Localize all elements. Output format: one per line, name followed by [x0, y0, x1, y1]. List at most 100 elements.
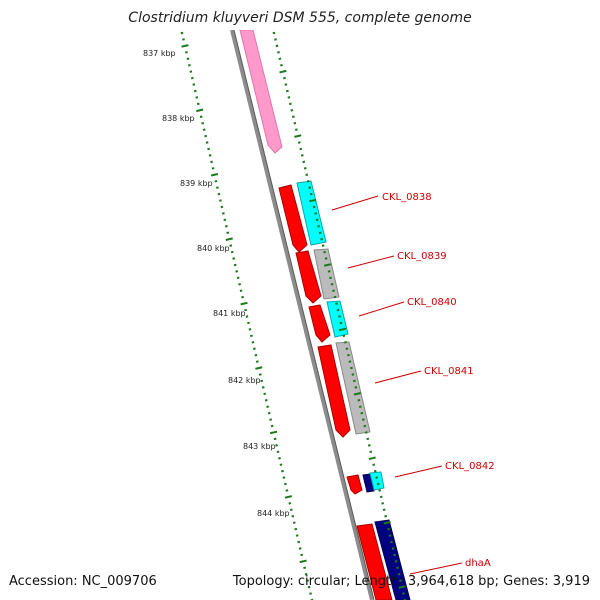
kbp-minor-tick [278, 57, 282, 61]
gene-dhaA-red[interactable] [356, 523, 393, 600]
kbp-minor-tick [290, 109, 294, 112]
kbp-minor-tick [255, 360, 259, 363]
kbp-tick-track-left [180, 31, 314, 600]
kbp-minor-tick [303, 566, 307, 570]
kbp-minor-tick [363, 424, 367, 428]
kbp-major-tick [398, 585, 406, 589]
kbp-minor-tick [291, 514, 295, 518]
kbp-minor-tick [344, 341, 347, 344]
kbp-minor-tick [244, 308, 247, 312]
kbp-minor-tick [309, 592, 312, 595]
gene-label-ckl-0841[interactable]: CKL_0841 [424, 366, 474, 377]
kbp-minor-tick [274, 38, 277, 41]
gene-ckl-0840-cyan[interactable] [326, 300, 349, 338]
kbp-major-tick [383, 520, 391, 525]
gene-ckl-0838-red[interactable] [278, 184, 308, 253]
gene-ckl-0838-cyan[interactable] [296, 180, 327, 246]
kbp-minor-tick [251, 341, 255, 344]
kbp-major-tick [269, 430, 278, 435]
kbp-minor-tick [297, 141, 301, 144]
kbp-minor-tick [275, 44, 279, 48]
kbp-minor-tick [376, 482, 380, 486]
kbp-major-tick [299, 559, 307, 564]
kbp-minor-tick [247, 321, 250, 325]
kbp-minor-tick [248, 328, 252, 331]
kbp-minor-tick [350, 366, 353, 370]
kbp-minor-tick [354, 386, 358, 389]
kbp-major-tick [338, 327, 347, 332]
kbp-minor-tick [394, 560, 398, 563]
kbp-minor-tick [263, 392, 267, 396]
kbp-minor-tick [351, 373, 355, 376]
label-line-ckl-0839 [347, 255, 395, 269]
kbp-minor-tick [321, 244, 325, 247]
kbp-minor-tick [278, 457, 281, 460]
kbp-tick-label: 838 kbp [162, 114, 195, 123]
gene-label-ckl-0842[interactable]: CKL_0842 [445, 461, 495, 472]
kbp-minor-tick [275, 444, 278, 447]
kbp-minor-tick [291, 115, 295, 119]
kbp-minor-tick [306, 179, 310, 183]
label-line-dhaA [409, 562, 463, 575]
gene-ckl-0841-red[interactable] [317, 344, 351, 438]
kbp-minor-tick [339, 321, 343, 325]
kbp-minor-tick [295, 534, 299, 537]
kbp-minor-tick [205, 141, 209, 144]
gene-ckl-0840-red[interactable] [308, 304, 331, 343]
kbp-minor-tick [402, 592, 405, 595]
kbp-minor-tick [285, 489, 289, 492]
kbp-minor-tick [264, 399, 268, 402]
kbp-minor-tick [276, 450, 280, 454]
kbp-minor-tick [338, 315, 341, 318]
gene-ckl-0842-red[interactable] [346, 474, 363, 495]
kbp-minor-tick [388, 534, 392, 537]
kbp-minor-tick [199, 115, 203, 119]
kbp-minor-tick [282, 476, 286, 479]
kbp-minor-tick [360, 411, 364, 415]
kbp-major-tick [210, 172, 219, 177]
kbp-minor-tick [202, 128, 206, 131]
kbp-minor-tick [327, 270, 331, 273]
kbp-minor-tick [233, 263, 237, 267]
gene-label-ckl-0838[interactable]: CKL_0838 [382, 192, 432, 203]
kbp-major-tick [368, 456, 376, 461]
gene-label-dhaA[interactable]: dhaA [465, 558, 491, 569]
kbp-minor-tick [391, 547, 395, 550]
kbp-minor-tick [347, 353, 350, 357]
kbp-minor-tick [281, 469, 284, 473]
kbp-minor-tick [297, 540, 301, 544]
label-line-ckl-0842 [394, 465, 443, 478]
kbp-major-tick [196, 108, 204, 113]
kbp-minor-tick [284, 482, 287, 486]
kbp-minor-tick [185, 51, 188, 54]
kbp-minor-tick [314, 212, 318, 215]
gene-ckl-0839-gray[interactable] [313, 248, 340, 300]
kbp-minor-tick [342, 334, 346, 338]
kbp-minor-tick [382, 508, 386, 512]
kbp-minor-tick [269, 418, 273, 421]
kbp-major-tick [309, 198, 317, 203]
kbp-minor-tick [318, 231, 322, 234]
kbp-minor-tick [345, 347, 349, 350]
kbp-minor-tick [210, 160, 213, 164]
kbp-minor-tick [187, 63, 191, 67]
gene-pink[interactable] [239, 30, 283, 154]
label-line-ckl-0838 [331, 195, 379, 211]
kbp-minor-tick [207, 147, 210, 151]
gene-ckl-0842-cyan[interactable] [369, 471, 385, 491]
kbp-minor-tick [224, 225, 228, 228]
kbp-minor-tick [396, 566, 399, 570]
kbp-minor-tick [238, 283, 242, 286]
kbp-minor-tick [390, 540, 393, 544]
kbp-minor-tick [358, 405, 362, 408]
gene-ckl-0839-red[interactable] [295, 250, 322, 304]
kbp-tick-track-right [272, 31, 407, 600]
gene-ckl-0842-navy[interactable] [362, 473, 375, 493]
gene-label-ckl-0840[interactable]: CKL_0840 [407, 297, 457, 308]
kbp-minor-tick [397, 572, 401, 576]
gene-label-ckl-0839[interactable]: CKL_0839 [397, 251, 447, 262]
kbp-minor-tick [223, 218, 227, 222]
map-title: Clostridium kluyveri DSM 555, complete g… [128, 10, 472, 26]
kbp-minor-tick [286, 89, 289, 93]
genome-backbone [230, 30, 374, 600]
